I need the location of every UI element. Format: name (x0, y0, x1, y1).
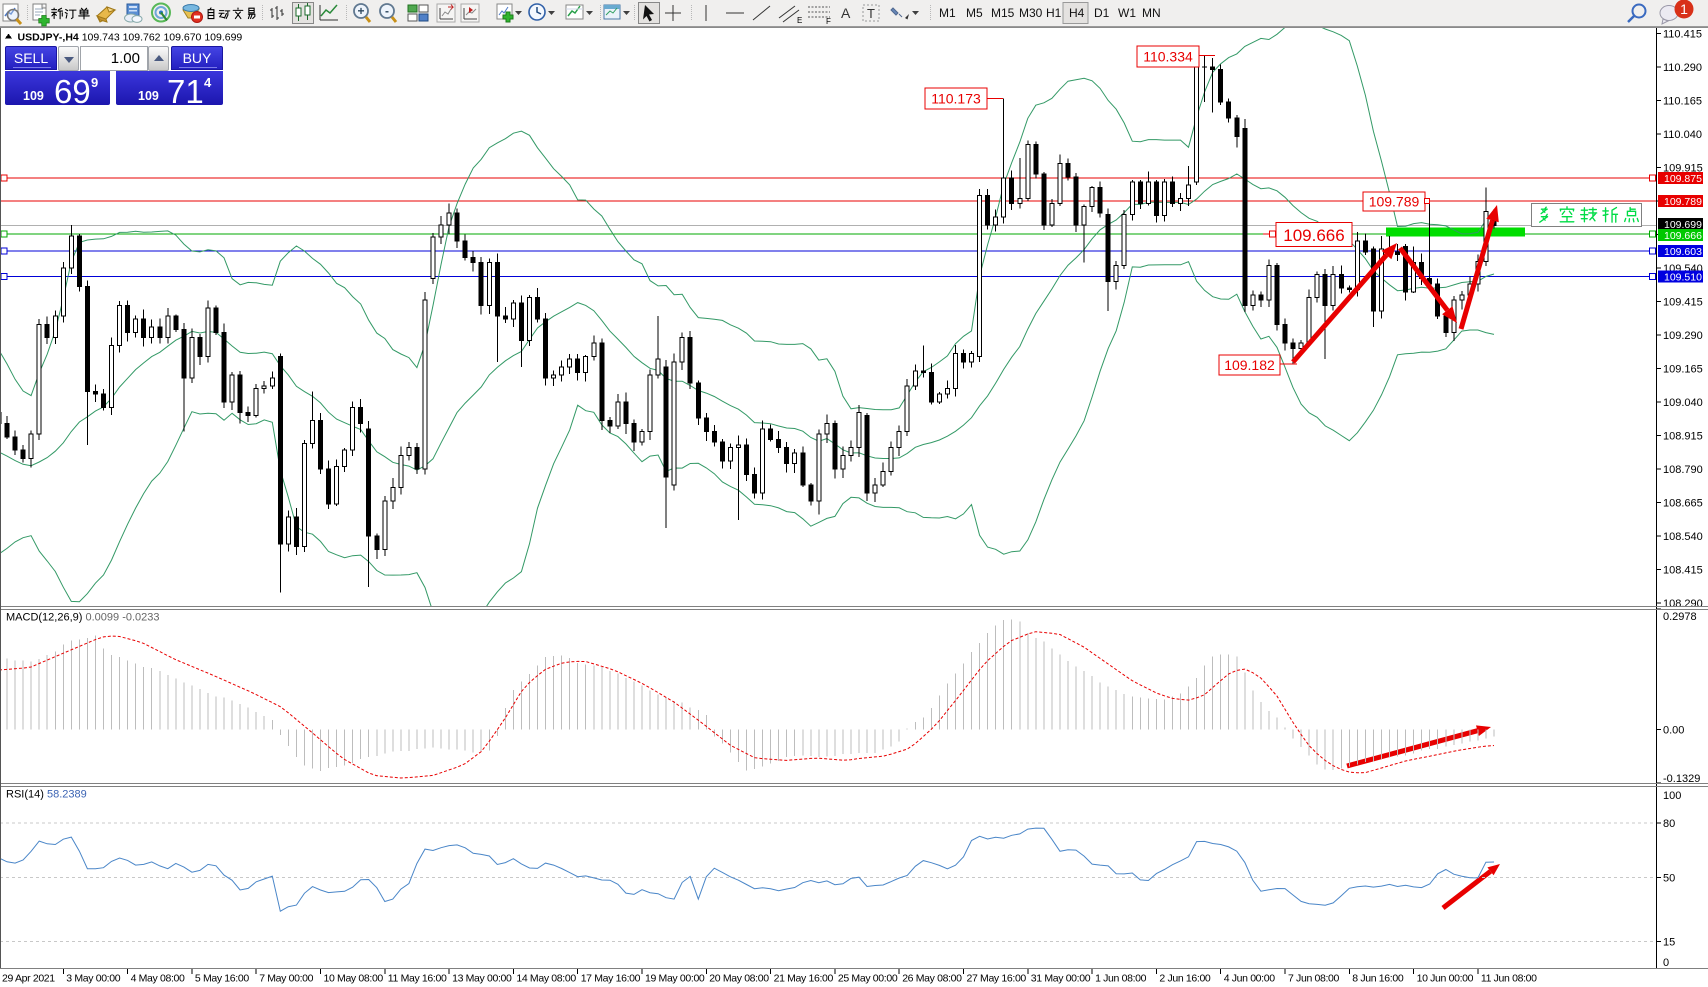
svg-text:108.915: 108.915 (1663, 431, 1703, 443)
svg-text:108.415: 108.415 (1663, 565, 1703, 577)
svg-text:31 May 00:00: 31 May 00:00 (1031, 973, 1091, 985)
svg-text:109.165: 109.165 (1663, 364, 1703, 376)
svg-text:10 Jun 00:00: 10 Jun 00:00 (1417, 973, 1474, 985)
svg-text:1 Jun 08:00: 1 Jun 08:00 (1095, 973, 1147, 985)
svg-text:4 May 08:00: 4 May 08:00 (131, 973, 185, 985)
svg-text:109.040: 109.040 (1663, 397, 1703, 409)
svg-text:26 May 08:00: 26 May 08:00 (902, 973, 962, 985)
svg-text:A: A (841, 5, 851, 21)
svg-text:108.290: 108.290 (1663, 598, 1703, 610)
svg-text:2 Jun 16:00: 2 Jun 16:00 (1159, 973, 1211, 985)
svg-text:T: T (867, 6, 875, 21)
svg-text:109.666: 109.666 (1664, 230, 1702, 242)
svg-text:108.665: 108.665 (1663, 498, 1703, 510)
svg-text:7 Jun 08:00: 7 Jun 08:00 (1288, 973, 1340, 985)
svg-text:100: 100 (1663, 790, 1681, 802)
svg-text:110.334: 110.334 (1143, 49, 1193, 65)
svg-text:20 May 08:00: 20 May 08:00 (709, 973, 769, 985)
svg-text:4 Jun 00:00: 4 Jun 00:00 (1224, 973, 1276, 985)
svg-text:109.875: 109.875 (1664, 173, 1702, 185)
svg-text:F: F (826, 17, 831, 26)
svg-text:108.790: 108.790 (1663, 464, 1703, 476)
svg-text:25 May 00:00: 25 May 00:00 (838, 973, 898, 985)
svg-text:110.173: 110.173 (931, 91, 981, 107)
svg-text:110.415: 110.415 (1663, 29, 1702, 41)
svg-text:M1: M1 (939, 6, 956, 20)
svg-text:110.290: 110.290 (1663, 62, 1702, 74)
svg-text:8 Jun 16:00: 8 Jun 16:00 (1352, 973, 1404, 985)
svg-text:1: 1 (1680, 1, 1688, 17)
svg-text:M30: M30 (1019, 6, 1043, 20)
svg-text:0.00: 0.00 (1663, 724, 1684, 736)
svg-text:15: 15 (1663, 936, 1675, 948)
svg-text:109.666: 109.666 (1283, 226, 1344, 245)
svg-text:3 May 00:00: 3 May 00:00 (66, 973, 120, 985)
svg-text:-: - (385, 4, 389, 18)
svg-text:29 Apr 2021: 29 Apr 2021 (2, 973, 55, 985)
svg-text:5 May 16:00: 5 May 16:00 (195, 973, 249, 985)
svg-text:110.165: 110.165 (1663, 96, 1702, 108)
svg-text:H4: H4 (1069, 6, 1085, 20)
svg-text:-0.1329: -0.1329 (1663, 773, 1700, 785)
svg-text:10 May 08:00: 10 May 08:00 (324, 973, 384, 985)
svg-text:108.540: 108.540 (1663, 531, 1703, 543)
svg-text:109.415: 109.415 (1663, 297, 1703, 309)
svg-text:0.2978: 0.2978 (1663, 611, 1697, 623)
svg-text:W1: W1 (1118, 6, 1136, 20)
svg-text:0: 0 (1663, 957, 1669, 969)
svg-text:MN: MN (1142, 6, 1161, 20)
svg-text:109.603: 109.603 (1664, 246, 1702, 258)
svg-text:80: 80 (1663, 818, 1675, 830)
svg-text:USDJPY-,H4 109.743 109.762 10: USDJPY-,H4 109.743 109.762 109.670 109.6… (18, 32, 243, 44)
svg-text:11 May 16:00: 11 May 16:00 (388, 973, 447, 985)
svg-text:17 May 16:00: 17 May 16:00 (581, 973, 641, 985)
svg-text:109.699: 109.699 (1664, 219, 1702, 231)
svg-text:109.915: 109.915 (1663, 163, 1703, 175)
svg-text:14 May 08:00: 14 May 08:00 (516, 973, 576, 985)
svg-text:13 May 00:00: 13 May 00:00 (452, 973, 512, 985)
svg-text:19 May 00:00: 19 May 00:00 (645, 973, 705, 985)
svg-text:11 Jun 08:00: 11 Jun 08:00 (1481, 973, 1537, 985)
svg-text:7 May 00:00: 7 May 00:00 (259, 973, 313, 985)
svg-text:110.040: 110.040 (1663, 129, 1702, 141)
svg-text:109.789: 109.789 (1369, 194, 1420, 210)
svg-text:109.789: 109.789 (1664, 196, 1702, 208)
svg-text:27 May 16:00: 27 May 16:00 (967, 973, 1027, 985)
svg-text:M5: M5 (966, 6, 983, 20)
svg-text:21 May 16:00: 21 May 16:00 (774, 973, 834, 985)
svg-text:MACD(12,26,9) 0.0099 -0.0233: MACD(12,26,9) 0.0099 -0.0233 (6, 612, 160, 624)
svg-text:+: + (357, 4, 364, 18)
svg-text:RSI(14) 58.2389: RSI(14) 58.2389 (6, 789, 87, 801)
svg-text:E: E (797, 16, 802, 25)
svg-text:D1: D1 (1094, 6, 1110, 20)
svg-text:M15: M15 (991, 6, 1015, 20)
svg-text:109.510: 109.510 (1664, 271, 1702, 283)
svg-text:109.290: 109.290 (1663, 330, 1703, 342)
svg-text:109.182: 109.182 (1224, 357, 1275, 373)
svg-text:H1: H1 (1046, 6, 1062, 20)
svg-text:50: 50 (1663, 873, 1675, 885)
